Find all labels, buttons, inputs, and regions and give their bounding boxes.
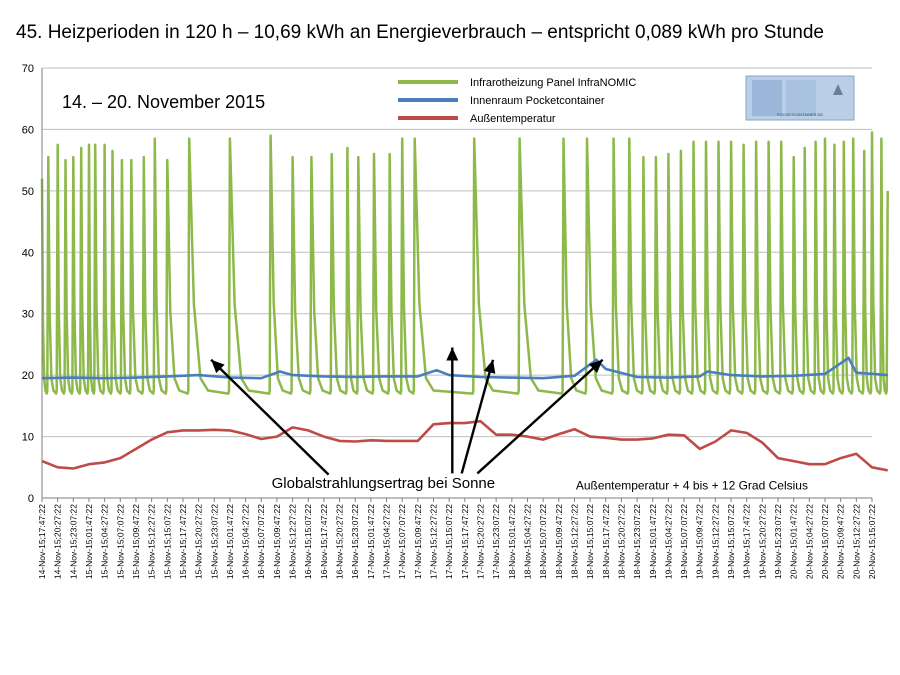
x-tick-label: 15-Nov-15;15:07:22 [162,504,172,579]
x-tick-label: 17-Nov-15;15:07:22 [444,504,454,579]
x-tick-label: 15-Nov-15;17:47:22 [178,504,188,579]
x-tick-label: 20-Nov-15;07:07:22 [820,504,830,579]
arrow-line [460,359,495,474]
y-tick-label: 40 [22,247,34,259]
x-axis-ticks: 14-Nov-15;17:47:22 14-Nov-15;20:27:22 14-N… [37,498,877,579]
series-layer [40,131,889,472]
x-tick-label: 18-Nov-15;09:47:22 [554,504,564,579]
series-line-2 [41,356,888,380]
x-tick-label: 19-Nov-15;17:47:22 [742,504,752,579]
x-tick-label: 17-Nov-15;04:27:22 [382,504,392,579]
x-tick-label: 19-Nov-15;04:27:22 [663,504,673,579]
y-tick-label: 30 [22,309,34,321]
x-tick-label: 19-Nov-15;01:47:22 [648,504,658,579]
y-axis-ticks: 0 10 20 30 40 50 60 70 [22,63,34,505]
legend: Infrarotheizung Panel InfraNOMIC Innenrau… [398,77,636,125]
y-tick-label: 10 [22,432,34,444]
logo-text: POCKETCONTAINER.DE [777,112,824,117]
legend-label: Infrarotheizung Panel InfraNOMIC [470,77,636,89]
y-tick-label: 20 [22,370,34,382]
x-tick-label: 20-Nov-15;12:27:22 [851,504,861,579]
logo: POCKETCONTAINER.DE [745,75,855,121]
series-line-3 [41,419,888,472]
x-tick-label: 18-Nov-15;01:47:22 [507,504,517,579]
x-tick-label: 14-Nov-15;23:07:22 [68,504,78,579]
arrow-head [446,347,459,361]
y-tick-label: 70 [22,63,34,75]
x-tick-label: 18-Nov-15;20:27:22 [616,504,626,579]
x-tick-label: 20-Nov-15;01:47:22 [789,504,799,579]
arrow-head [588,359,603,373]
date-range-label: 14. – 20. November 2015 [62,92,265,112]
x-tick-label: 17-Nov-15;12:27:22 [429,504,439,579]
x-tick-label: 15-Nov-15;23:07:22 [209,504,219,579]
series-line-1 [40,131,889,395]
page-title: 45. Heizperioden in 120 h – 10,69 kWh an… [16,22,825,43]
x-tick-label: 18-Nov-15;07:07:22 [538,504,548,579]
x-tick-label: 15-Nov-15;07:07:22 [115,504,125,579]
x-tick-label: 15-Nov-15;04:27:22 [100,504,110,579]
x-tick-label: 16-Nov-15;15:07:22 [303,504,313,579]
annotations: Globalstrahlungsertrag bei Sonne Außentem… [272,475,808,492]
x-tick-label: 16-Nov-15;12:27:22 [288,504,298,579]
x-tick-label: 18-Nov-15;04:27:22 [522,504,532,579]
arrow-head [483,359,496,374]
x-tick-label: 16-Nov-15;01:47:22 [225,504,235,579]
annotation-label: Außentemperatur + 4 bis + 12 Grad Celsiu… [576,478,808,492]
x-tick-label: 18-Nov-15;23:07:22 [632,504,642,579]
arrow-line [210,358,330,476]
x-tick-label: 19-Nov-15;09:47:22 [695,504,705,579]
x-tick-label: 19-Nov-15;15:07:22 [726,504,736,579]
x-tick-label: 17-Nov-15;23:07:22 [491,504,501,579]
x-tick-label: 20-Nov-15;15:07:22 [867,504,877,579]
legend-label: Innenraum Pocketcontainer [470,95,605,107]
x-tick-label: 18-Nov-15;12:27:22 [569,504,579,579]
x-tick-label: 15-Nov-15;20:27:22 [194,504,204,579]
x-tick-label: 16-Nov-15;07:07:22 [256,504,266,579]
x-tick-label: 14-Nov-15;17:47:22 [37,504,47,579]
arrow-line [476,358,604,475]
x-tick-label: 16-Nov-15;09:47:22 [272,504,282,579]
x-tick-label: 16-Nov-15;04:27:22 [241,504,251,579]
x-tick-label: 17-Nov-15;01:47:22 [366,504,376,579]
x-tick-label: 20-Nov-15;04:27:22 [804,504,814,579]
x-tick-label: 18-Nov-15;15:07:22 [585,504,595,579]
x-tick-label: 19-Nov-15;07:07:22 [679,504,689,579]
annotation-arrows [210,347,604,476]
x-tick-label: 17-Nov-15;09:47:22 [413,504,423,579]
y-tick-label: 0 [28,493,34,505]
x-tick-label: 15-Nov-15;09:47:22 [131,504,141,579]
x-tick-label: 17-Nov-15;17:47:22 [460,504,470,579]
arrow-head [211,359,225,374]
x-tick-label: 18-Nov-15;17:47:22 [601,504,611,579]
x-tick-label: 16-Nov-15;20:27:22 [335,504,345,579]
x-tick-label: 20-Nov-15;09:47:22 [836,504,846,579]
x-tick-label: 16-Nov-15;17:47:22 [319,504,329,579]
x-tick-label: 17-Nov-15;20:27:22 [475,504,485,579]
x-tick-label: 16-Nov-15;23:07:22 [350,504,360,579]
y-tick-label: 60 [22,124,34,136]
x-tick-label: 19-Nov-15;23:07:22 [773,504,783,579]
x-tick-label: 19-Nov-15;20:27:22 [757,504,767,579]
axes [41,68,872,499]
legend-label: Außentemperatur [470,113,556,125]
x-tick-label: 17-Nov-15;07:07:22 [397,504,407,579]
annotation-label: Globalstrahlungsertrag bei Sonne [272,475,495,492]
x-tick-label: 15-Nov-15;12:27:22 [147,504,157,579]
x-tick-label: 15-Nov-15;01:47:22 [84,504,94,579]
x-tick-label: 14-Nov-15;20:27:22 [53,504,63,579]
x-tick-label: 19-Nov-15;12:27:22 [710,504,720,579]
y-tick-label: 50 [22,186,34,198]
